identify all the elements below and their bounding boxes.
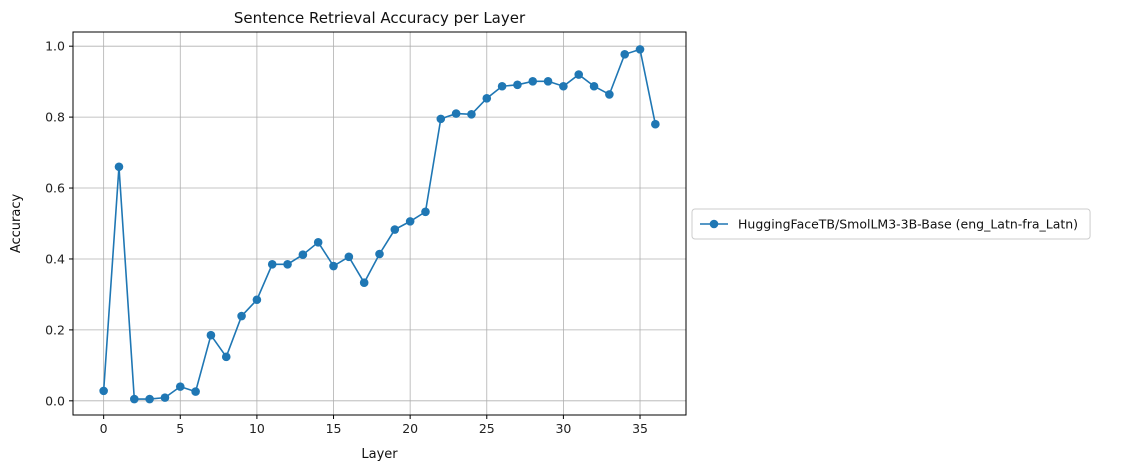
data-point xyxy=(252,295,262,305)
x-tick-label: 35 xyxy=(632,421,648,436)
data-point xyxy=(237,311,246,321)
data-point xyxy=(467,109,476,119)
y-tick-label: 0.2 xyxy=(45,322,65,337)
x-tick-label: 0 xyxy=(100,421,108,436)
series-group xyxy=(99,45,660,404)
data-point xyxy=(620,50,629,59)
y-tick-label: 0.8 xyxy=(45,110,65,125)
data-point xyxy=(130,394,139,404)
legend-box xyxy=(691,208,1091,240)
data-point xyxy=(191,387,200,396)
y-axis-label: Accuracy xyxy=(9,194,24,254)
series-line xyxy=(102,48,657,400)
y-axis-ticks: 0.0 0.2 0.4 0.6 0.8 1.0 xyxy=(45,39,73,408)
y-tick-label: 0.6 xyxy=(45,181,65,196)
data-point xyxy=(589,81,599,91)
chart-title: Sentence Retrieval Accuracy per Layer xyxy=(234,9,526,27)
data-point xyxy=(114,162,124,172)
data-point xyxy=(390,225,400,234)
data-point xyxy=(221,352,231,362)
data-point xyxy=(359,278,369,288)
data-point xyxy=(421,207,430,217)
data-point xyxy=(528,76,538,86)
data-point xyxy=(283,259,292,269)
data-point xyxy=(175,382,185,391)
data-point xyxy=(329,261,338,271)
x-tick-label: 30 xyxy=(555,421,571,436)
data-point xyxy=(635,45,645,54)
data-point xyxy=(574,70,584,79)
y-tick-label: 0.0 xyxy=(45,393,65,408)
x-tick-label: 20 xyxy=(402,421,418,436)
x-tick-label: 15 xyxy=(326,421,342,436)
data-point xyxy=(559,81,568,91)
data-point xyxy=(160,393,170,402)
data-point xyxy=(99,386,108,396)
data-point xyxy=(405,217,415,226)
data-point xyxy=(497,81,507,91)
data-point xyxy=(145,394,154,404)
data-point xyxy=(436,114,446,124)
legend-marker xyxy=(709,219,719,229)
data-point xyxy=(298,250,308,260)
data-point xyxy=(206,330,216,340)
data-point xyxy=(267,259,277,269)
x-tick-label: 25 xyxy=(479,421,495,436)
data-point xyxy=(513,80,522,90)
x-tick-label: 10 xyxy=(249,421,265,436)
data-point xyxy=(543,76,553,86)
y-tick-label: 0.4 xyxy=(45,251,65,266)
y-tick-label: 1.0 xyxy=(45,39,65,54)
plot-frame xyxy=(72,31,687,416)
data-point xyxy=(375,249,384,259)
x-tick-label: 5 xyxy=(176,421,184,436)
legend-label: HuggingFaceTB/SmolLM3-3B-Base (eng_Latn-… xyxy=(738,217,1078,232)
x-axis-label: Layer xyxy=(361,447,398,462)
data-point xyxy=(651,119,660,129)
x-axis-ticks: 0 5 10 15 20 25 30 35 xyxy=(100,415,648,436)
data-point xyxy=(344,252,354,262)
data-point xyxy=(451,109,461,118)
data-point xyxy=(482,94,492,103)
data-point xyxy=(605,90,614,99)
data-point xyxy=(313,237,323,247)
legend: HuggingFaceTB/SmolLM3-3B-Base (eng_Latn-… xyxy=(691,208,1091,240)
